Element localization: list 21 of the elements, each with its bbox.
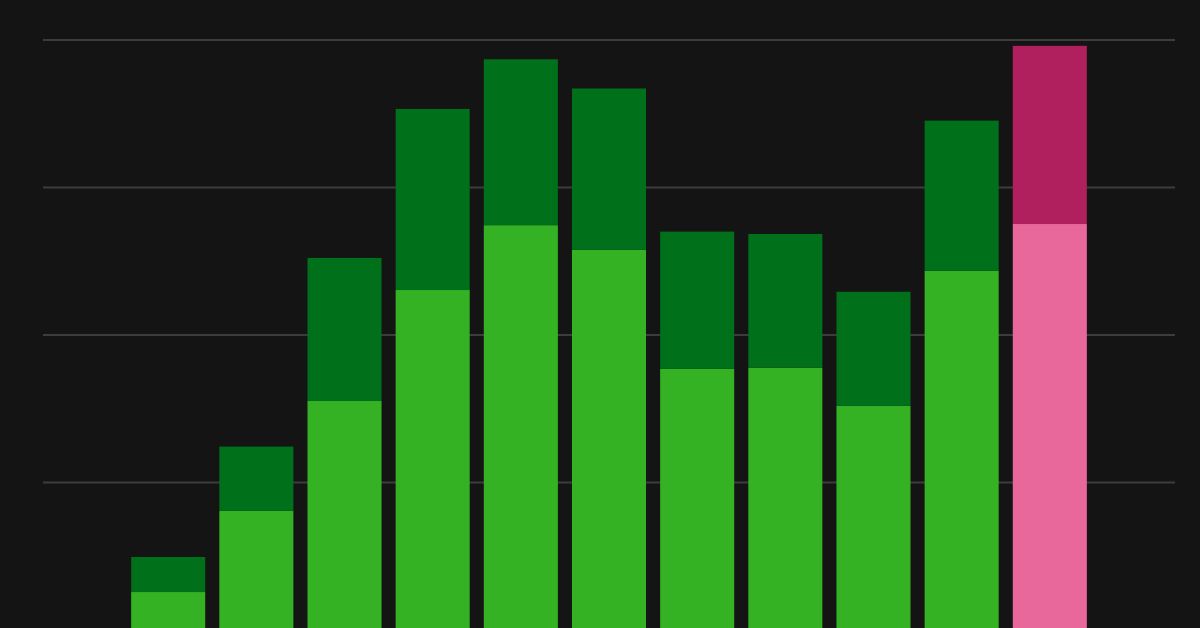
bar	[571, 249, 647, 628]
bar	[836, 405, 911, 628]
bar	[483, 59, 558, 226]
bar	[836, 291, 911, 406]
bar	[748, 233, 823, 368]
bar	[395, 290, 470, 628]
bar	[395, 108, 470, 291]
bar	[1012, 45, 1087, 225]
bar	[660, 368, 735, 628]
bar	[219, 446, 294, 511]
bar	[307, 257, 382, 402]
bar	[924, 270, 999, 628]
bar	[1012, 224, 1087, 628]
bar	[571, 88, 647, 250]
bar	[660, 231, 735, 369]
bar	[219, 510, 294, 628]
bar	[924, 120, 999, 271]
bar	[307, 401, 382, 628]
bar	[483, 225, 558, 628]
bar	[748, 367, 823, 628]
bar	[131, 592, 206, 628]
